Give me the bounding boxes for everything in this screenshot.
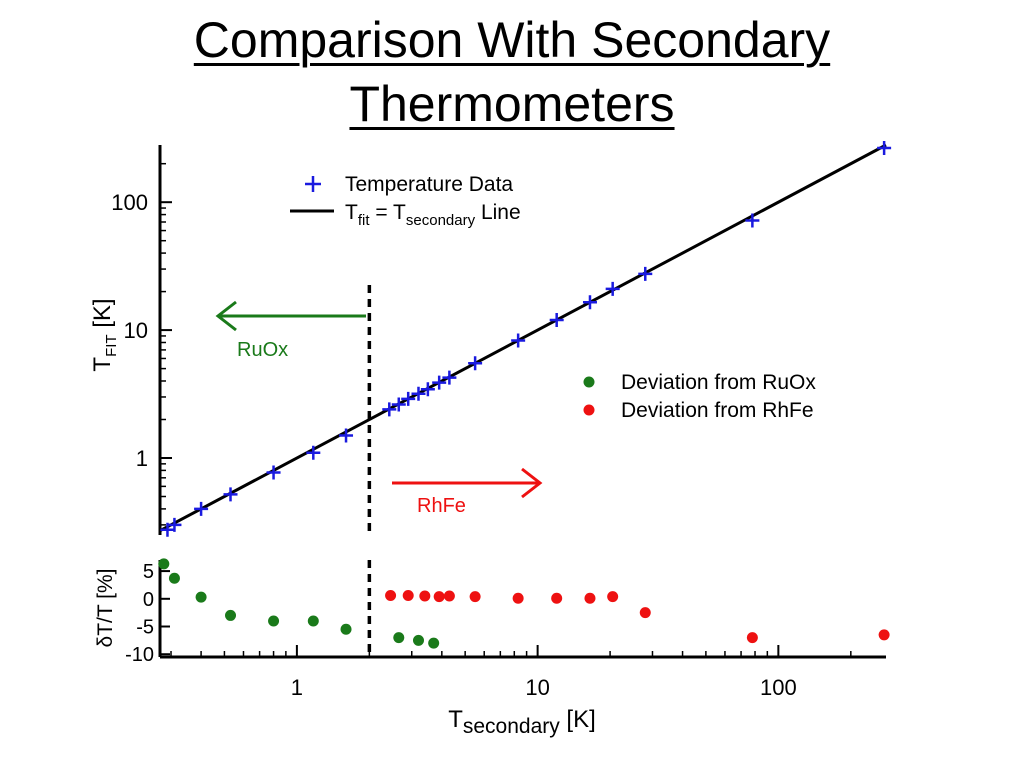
deviation-ruox-point (428, 637, 440, 649)
legend-fit-secondary-sub: secondary (406, 212, 476, 229)
deviation-ruox-points (158, 558, 440, 649)
bottom-y-tick-label: 0 (143, 589, 154, 611)
deviation-rhfe-point (607, 591, 619, 603)
x-tick-label: 1 (291, 675, 303, 700)
deviation-ruox-point (225, 609, 237, 621)
deviation-rhfe-point (878, 629, 890, 641)
title-line-1: Comparison With Secondary (193, 12, 831, 68)
deviation-rhfe-point (512, 592, 524, 604)
temperature-data-point (877, 141, 892, 156)
legend-plus-marker (305, 176, 321, 192)
rhfe-label: RhFe (417, 495, 466, 517)
deviation-rhfe-point (385, 589, 397, 601)
deviation-rhfe-point (402, 589, 414, 601)
deviation-ruox-point (158, 558, 170, 570)
temperature-data-point (382, 402, 397, 417)
temperature-data-point (432, 375, 447, 390)
temperature-data-point (442, 370, 457, 385)
x-tick-label: 100 (760, 675, 797, 700)
deviation-rhfe-points (385, 589, 890, 644)
temperature-data-point (638, 266, 653, 281)
temperature-data-point (549, 312, 564, 327)
bottom-plot-panel: 5 0 -5 -10 1 10 100 δT/T [%] Tsecondary [K] (94, 558, 890, 738)
xlabel-main: T (448, 706, 463, 733)
legend-top: Temperature Data Tfit = Tsecondary Line (290, 173, 521, 229)
temperature-data-point (605, 281, 620, 296)
deviation-ruox-point (412, 634, 424, 646)
slide-title: Comparison With Secondary Thermometers (0, 8, 1024, 136)
temperature-data-point (306, 445, 321, 460)
temperature-data-point (401, 391, 416, 406)
temperature-data-point (266, 465, 281, 480)
deviation-ruox-point (393, 632, 405, 644)
top-ylabel-main: T (89, 357, 116, 372)
legend-deviation: Deviation from RuOx Deviation from RhFe (583, 371, 816, 422)
rhfe-arrow-head (521, 467, 543, 499)
legend-fit-a: T (345, 201, 358, 224)
ruox-arrow-head (215, 300, 237, 332)
legend-fit-sub: fit (358, 212, 371, 229)
top-y-ticks: 1 10 100 (111, 162, 172, 526)
temperature-data-point (194, 501, 209, 516)
deviation-ruox-point (307, 615, 319, 627)
title-line-2: Thermometers (349, 76, 675, 132)
bottom-y-axis-label: δT/T [%] (94, 569, 117, 648)
top-ylabel-sub: FIT (103, 334, 120, 357)
temperature-data-point (420, 382, 435, 397)
top-y-axis-label: TFIT [K] (89, 298, 120, 371)
temperature-data-point (582, 295, 597, 310)
top-y-tick-label: 1 (136, 446, 148, 471)
ruox-label: RuOx (237, 339, 288, 361)
temperature-data-point (339, 428, 354, 443)
temperature-data-point (391, 397, 406, 412)
bottom-y-tick-label: -10 (125, 644, 154, 666)
deviation-rhfe-point (551, 592, 563, 604)
deviation-ruox-point (340, 623, 352, 635)
rhfe-annotation: RhFe (392, 467, 543, 517)
xlabel-sub: secondary (463, 715, 560, 738)
top-ylabel-unit: [K] (89, 298, 116, 334)
deviation-rhfe-point (584, 592, 596, 604)
temperature-data-points (160, 141, 892, 537)
top-y-tick-label: 100 (111, 190, 148, 215)
legend-ruox-marker (583, 376, 595, 388)
legend-fit-c: Line (475, 201, 521, 224)
deviation-rhfe-point (639, 607, 651, 619)
legend-deviation-ruox: Deviation from RuOx (621, 371, 816, 394)
temperature-data-point (468, 356, 483, 371)
bottom-y-ticks: 5 0 -5 -10 (125, 561, 170, 666)
x-tick-label: 10 (525, 675, 549, 700)
x-axis-label: Tsecondary [K] (448, 706, 596, 738)
deviation-ruox-point (195, 591, 207, 603)
x-ticks: 1 10 100 (170, 645, 852, 700)
legend-temperature-data: Temperature Data (345, 173, 513, 196)
legend-fit-b: = T (370, 201, 407, 224)
deviation-rhfe-point (469, 591, 481, 603)
deviation-ruox-point (268, 615, 280, 627)
bottom-y-tick-label: 5 (143, 561, 154, 583)
temperature-data-point (411, 386, 426, 401)
deviation-ruox-point (168, 572, 180, 584)
temperature-data-point (511, 333, 526, 348)
deviation-rhfe-point (746, 632, 758, 644)
temperature-data-point (223, 487, 238, 502)
legend-fit-line-label: Tfit = Tsecondary Line (345, 201, 521, 229)
deviation-rhfe-point (419, 590, 431, 602)
temperature-data-point (745, 213, 760, 228)
legend-rhfe-marker (583, 404, 595, 416)
deviation-rhfe-point (443, 590, 455, 602)
xlabel-unit: [K] (560, 706, 596, 733)
fit-line (159, 143, 887, 533)
ruox-annotation: RuOx (215, 300, 366, 361)
legend-deviation-rhfe: Deviation from RhFe (621, 399, 814, 422)
top-y-tick-label: 10 (124, 318, 148, 343)
deviation-rhfe-point (433, 591, 445, 603)
bottom-y-tick-label: -5 (136, 617, 154, 639)
temperature-data-point (167, 517, 182, 532)
